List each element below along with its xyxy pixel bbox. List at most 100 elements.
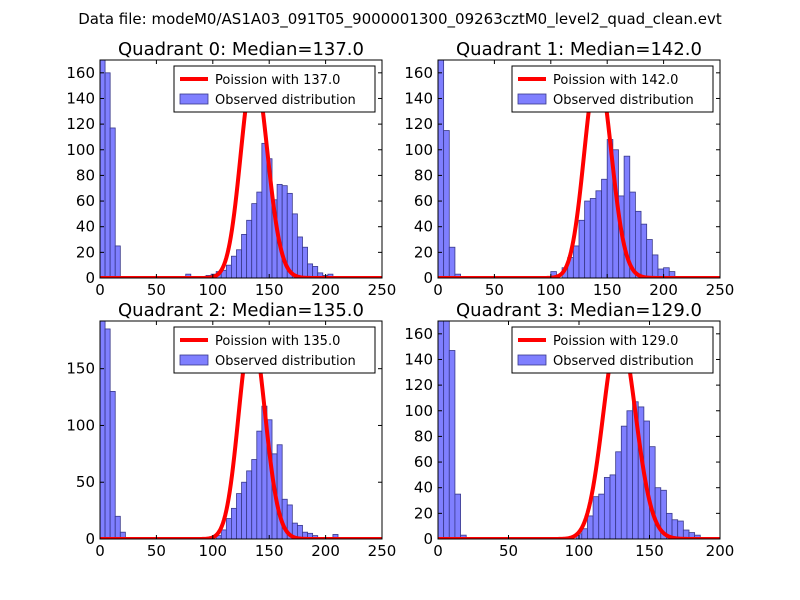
histogram-bar [448,350,456,539]
quadrant-title: Quadrant 3: Median=129.0 [456,300,702,321]
x-tick-label: 50 [147,542,166,560]
histogram-bar [312,266,319,278]
y-tick-label: 120 [404,376,433,394]
histogram-bar [291,213,298,278]
histogram-bar [225,518,232,539]
panels: 0 50 100 150 200 250020406080100120140160Quad… [66,39,734,560]
histogram-bar [225,264,232,278]
x-tick-label: 100 [565,542,594,560]
quadrant-0-chart: 0 50 100 150 200 250 0 20 40 60 80 100 120 140 160 Quad… [66,39,396,299]
x-tick-label: 0 [95,281,105,299]
legend-bar-swatch [517,93,547,105]
histogram-bar [589,198,597,278]
poisson-curve [438,67,720,278]
histogram-bar [114,515,121,539]
histogram-bar [443,130,450,278]
histogram-bar [307,263,314,278]
x-tick-label: 200 [649,281,678,299]
histogram-bar [114,245,121,278]
legend-label-poisson: Poission with 129.0 [553,334,678,349]
y-tick-label: 120 [404,115,433,133]
quadrant-2-chart: 0 50 100 150 200 250 0 50 100 150 Quadrant 2: Medi… [66,300,396,560]
histogram-bar [603,477,611,539]
y-tick-label: 50 [76,473,95,491]
y-tick-label: 80 [414,427,433,445]
quadrant-title: Quadrant 2: Median=135.0 [118,300,364,321]
histogram-bar [438,321,445,539]
histogram-bar [587,515,594,539]
histogram-bar [109,390,116,539]
y-tick-label: 60 [414,192,433,210]
legend-label-poisson: Poission with 135.0 [215,334,340,349]
histogram-bar [651,254,659,278]
histogram-bar [302,246,308,278]
x-tick-label: 250 [368,542,397,560]
histogram-bar [220,529,227,539]
histogram-bar [100,60,106,278]
histogram-bar [601,178,608,278]
legend-bar-swatch [517,354,547,366]
y-tick-label: 0 [423,269,433,287]
poisson-curve [438,328,720,539]
y-tick-label: 0 [85,269,95,287]
x-tick-label: 150 [635,542,664,560]
histogram-bar [626,410,633,539]
histogram-bar [598,493,605,539]
y-tick-label: 40 [414,218,433,236]
histogram-bar [286,504,293,539]
histogram-bar [595,190,602,278]
histogram-bar [649,446,656,539]
histogram-bar [635,210,642,278]
histogram-bar [104,328,111,539]
legend: Poission with 135.0 Observed distribution [173,326,376,374]
y-tick-label: 20 [76,243,95,261]
histogram-bar [241,481,248,539]
histogram-bar [236,249,242,278]
legend: Poission with 129.0 Observed distribution [511,326,714,374]
y-tick-label: 100 [404,141,433,159]
x-tick-label: 0 [433,281,443,299]
legend: Poission with 142.0 Observed distribution [511,65,714,113]
x-tick-label: 150 [255,542,284,560]
y-tick-label: 100 [66,141,95,159]
y-tick-label: 0 [85,530,95,548]
y-tick-label: 0 [423,530,433,548]
y-tick-label: 60 [414,453,433,471]
x-tick-label: 250 [368,281,397,299]
histogram-bar [261,142,268,278]
x-tick-label: 100 [198,281,227,299]
y-tick-label: 40 [76,218,95,236]
legend-label-observed: Observed distribution [553,354,694,369]
x-tick-label: 50 [485,281,504,299]
histogram-bar [231,255,237,278]
x-tick-label: 200 [311,542,340,560]
y-tick-label: 60 [76,192,95,210]
histogram-bar [256,430,263,539]
histogram-bar [256,191,263,278]
histogram-bar [231,507,237,539]
histogram-bar [100,321,106,539]
poisson-curve [100,67,382,278]
observed-histogram [100,321,339,539]
histogram-bar [236,493,242,539]
histogram-bar [609,474,617,539]
histogram-bar [454,493,461,539]
y-tick-label: 140 [404,89,433,107]
histogram-bar [241,233,248,278]
y-tick-label: 80 [76,166,95,184]
legend-bar-swatch [179,93,209,105]
histogram-bar [246,470,253,539]
legend-label-poisson: Poission with 137.0 [215,73,340,88]
axes-frame [99,59,383,279]
histogram-bar [646,239,653,278]
histogram-bar [251,459,258,539]
y-tick-label: 100 [404,402,433,420]
y-tick-label: 20 [414,243,433,261]
quadrant-title: Quadrant 0: Median=137.0 [118,39,364,60]
histogram-bar [620,425,628,539]
x-tick-label: 200 [311,281,340,299]
histogram-bar [677,520,684,539]
legend: Poission with 137.0 Observed distribution [173,65,376,113]
x-tick-label: 0 [433,542,443,560]
